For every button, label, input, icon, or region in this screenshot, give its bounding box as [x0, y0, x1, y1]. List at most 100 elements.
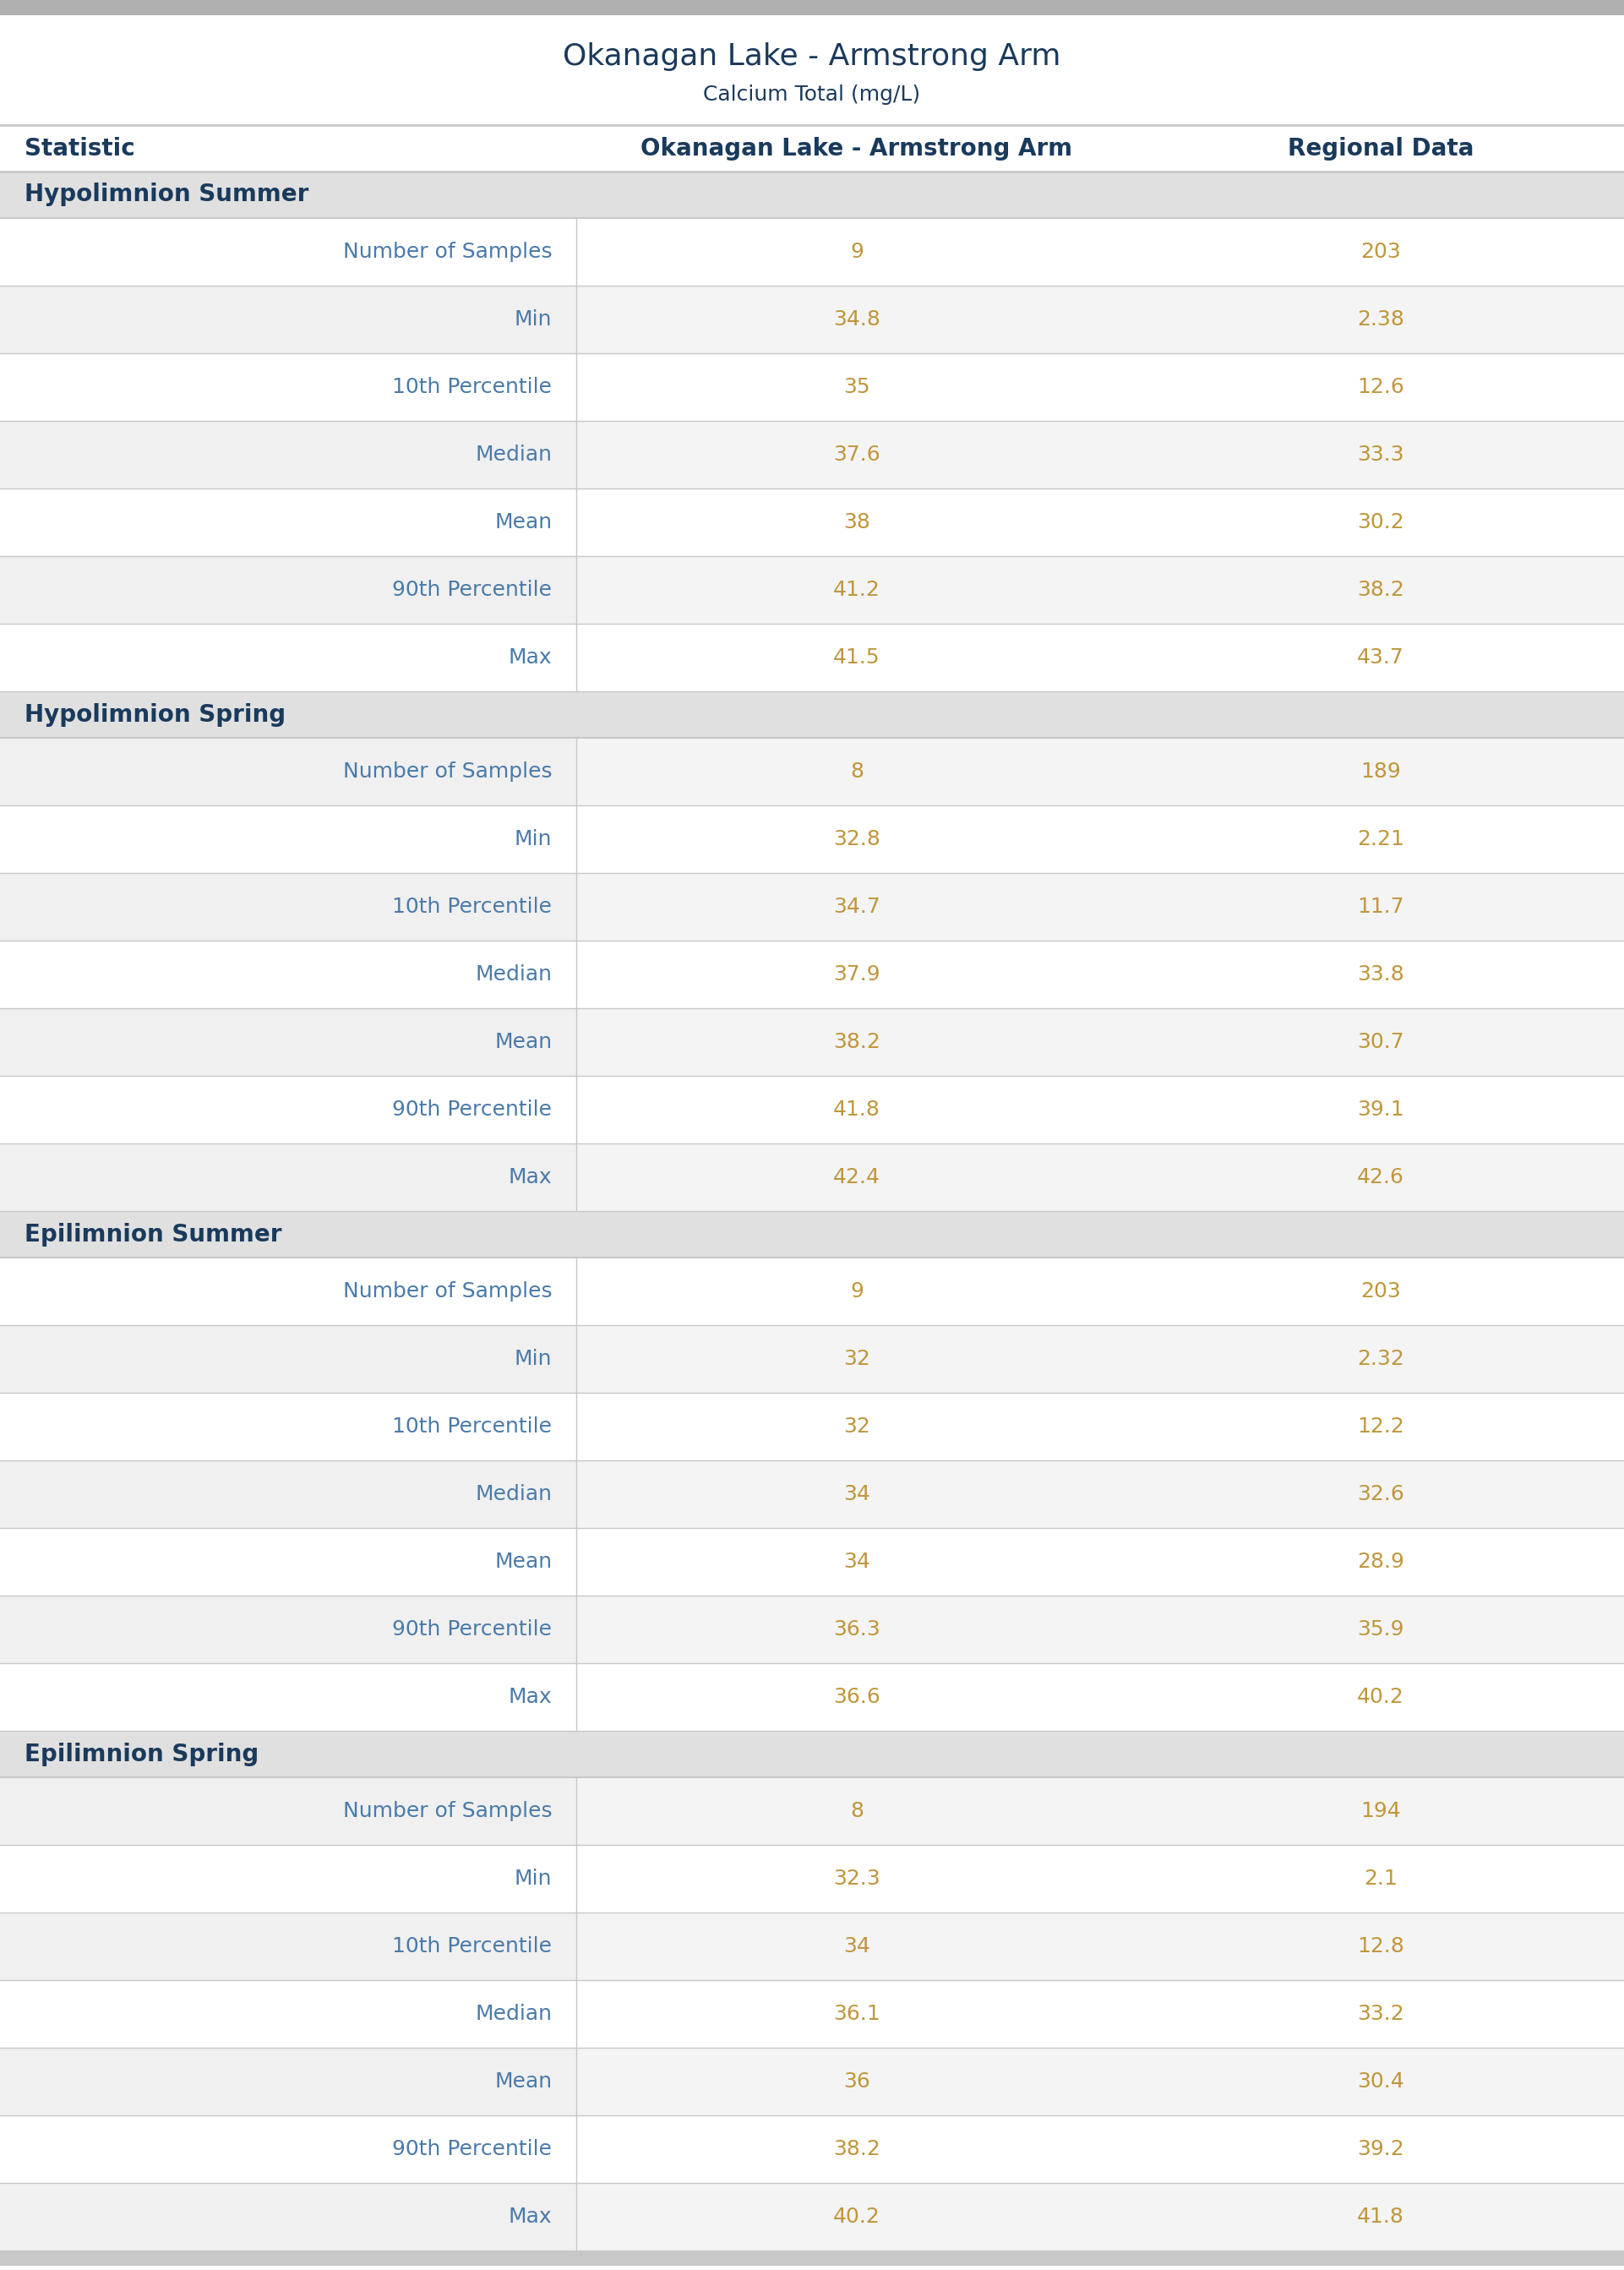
- Bar: [0, 1777, 1624, 1846]
- Text: 203: 203: [1361, 1280, 1400, 1301]
- Text: 2.38: 2.38: [1356, 309, 1405, 329]
- Text: 35.9: 35.9: [1358, 1619, 1403, 1639]
- Bar: [0, 1394, 1624, 1460]
- Bar: [0, 1326, 1624, 1394]
- Bar: [0, 1596, 1624, 1664]
- Text: 12.2: 12.2: [1356, 1416, 1405, 1437]
- Text: 10th Percentile: 10th Percentile: [393, 1936, 552, 1957]
- Text: Mean: Mean: [495, 1553, 552, 1571]
- Text: 32: 32: [843, 1416, 870, 1437]
- Text: 9: 9: [849, 1280, 864, 1301]
- Bar: [0, 2184, 1624, 2250]
- Text: Mean: Mean: [495, 513, 552, 533]
- Text: 194: 194: [1361, 1800, 1400, 1821]
- Text: Regional Data: Regional Data: [1288, 136, 1473, 161]
- Text: 43.7: 43.7: [1356, 647, 1405, 667]
- Text: 2.32: 2.32: [1356, 1348, 1405, 1369]
- Text: Min: Min: [515, 1348, 552, 1369]
- Text: 90th Percentile: 90th Percentile: [393, 1099, 552, 1119]
- Text: 2.21: 2.21: [1356, 829, 1405, 849]
- Bar: [0, 806, 1624, 874]
- Bar: [0, 940, 1624, 1008]
- Text: 37.9: 37.9: [833, 965, 880, 985]
- Text: Epilimnion Spring: Epilimnion Spring: [24, 1741, 258, 1766]
- Text: 33.8: 33.8: [1356, 965, 1405, 985]
- Text: 36.3: 36.3: [833, 1619, 880, 1639]
- Text: Max: Max: [508, 2206, 552, 2227]
- Text: 33.3: 33.3: [1358, 445, 1403, 465]
- Bar: [577, 1914, 1624, 1979]
- Bar: [577, 738, 1624, 806]
- Text: 42.4: 42.4: [833, 1167, 880, 1187]
- Text: 8: 8: [849, 1800, 864, 1821]
- Bar: [0, 1076, 1624, 1144]
- Text: Okanagan Lake - Armstrong Arm: Okanagan Lake - Armstrong Arm: [641, 136, 1072, 161]
- Bar: [0, 420, 1624, 488]
- Text: 36: 36: [843, 2073, 870, 2091]
- Text: 34: 34: [843, 1485, 870, 1505]
- Text: Median: Median: [476, 2004, 552, 2025]
- Text: 2.1: 2.1: [1364, 1868, 1397, 1889]
- Text: 12.8: 12.8: [1356, 1936, 1405, 1957]
- Text: Hypolimnion Spring: Hypolimnion Spring: [24, 704, 286, 726]
- Text: Number of Samples: Number of Samples: [343, 1280, 552, 1301]
- Text: 34: 34: [843, 1936, 870, 1957]
- Text: Max: Max: [508, 647, 552, 667]
- Text: Calcium Total (mg/L): Calcium Total (mg/L): [703, 84, 921, 104]
- Bar: [0, 125, 1624, 173]
- Bar: [577, 874, 1624, 940]
- Text: 90th Percentile: 90th Percentile: [393, 1619, 552, 1639]
- Bar: [0, 692, 1624, 738]
- Text: 32: 32: [843, 1348, 870, 1369]
- Text: 12.6: 12.6: [1356, 377, 1405, 397]
- Text: 10th Percentile: 10th Percentile: [393, 897, 552, 917]
- Bar: [577, 1777, 1624, 1846]
- Text: Number of Samples: Number of Samples: [343, 241, 552, 261]
- Bar: [0, 1528, 1624, 1596]
- Bar: [0, 1979, 1624, 2048]
- Bar: [577, 556, 1624, 624]
- Bar: [0, 556, 1624, 624]
- Bar: [0, 16, 1624, 125]
- Bar: [0, 1846, 1624, 1914]
- Text: Mean: Mean: [495, 2073, 552, 2091]
- Text: 40.2: 40.2: [1356, 1687, 1405, 1707]
- Text: 34.7: 34.7: [833, 897, 880, 917]
- Bar: [0, 1144, 1624, 1212]
- Text: 90th Percentile: 90th Percentile: [393, 2138, 552, 2159]
- Bar: [577, 1460, 1624, 1528]
- Text: 28.9: 28.9: [1356, 1553, 1405, 1571]
- Bar: [577, 1144, 1624, 1212]
- Text: Median: Median: [476, 1485, 552, 1505]
- Text: 34.8: 34.8: [833, 309, 880, 329]
- Text: 41.5: 41.5: [833, 647, 880, 667]
- Text: 10th Percentile: 10th Percentile: [393, 1416, 552, 1437]
- Text: Hypolimnion Summer: Hypolimnion Summer: [24, 184, 309, 207]
- Bar: [0, 1008, 1624, 1076]
- Bar: [0, 1460, 1624, 1528]
- Bar: [0, 173, 1624, 218]
- Text: Okanagan Lake - Armstrong Arm: Okanagan Lake - Armstrong Arm: [564, 43, 1060, 70]
- Bar: [0, 2250, 1624, 2265]
- Bar: [0, 1258, 1624, 1326]
- Text: Min: Min: [515, 1868, 552, 1889]
- Text: Min: Min: [515, 829, 552, 849]
- Bar: [0, 738, 1624, 806]
- Text: 32.3: 32.3: [833, 1868, 880, 1889]
- Text: 11.7: 11.7: [1358, 897, 1403, 917]
- Text: Min: Min: [515, 309, 552, 329]
- Text: 32.6: 32.6: [1356, 1485, 1405, 1505]
- Text: Max: Max: [508, 1167, 552, 1187]
- Bar: [0, 488, 1624, 556]
- Bar: [0, 354, 1624, 420]
- Text: 32.8: 32.8: [833, 829, 880, 849]
- Bar: [577, 1326, 1624, 1394]
- Text: 38: 38: [843, 513, 870, 533]
- Bar: [0, 874, 1624, 940]
- Bar: [577, 2184, 1624, 2250]
- Text: 30.2: 30.2: [1356, 513, 1405, 533]
- Text: Epilimnion Summer: Epilimnion Summer: [24, 1224, 281, 1246]
- Bar: [0, 218, 1624, 286]
- Text: 38.2: 38.2: [833, 1033, 880, 1053]
- Text: 90th Percentile: 90th Percentile: [393, 579, 552, 599]
